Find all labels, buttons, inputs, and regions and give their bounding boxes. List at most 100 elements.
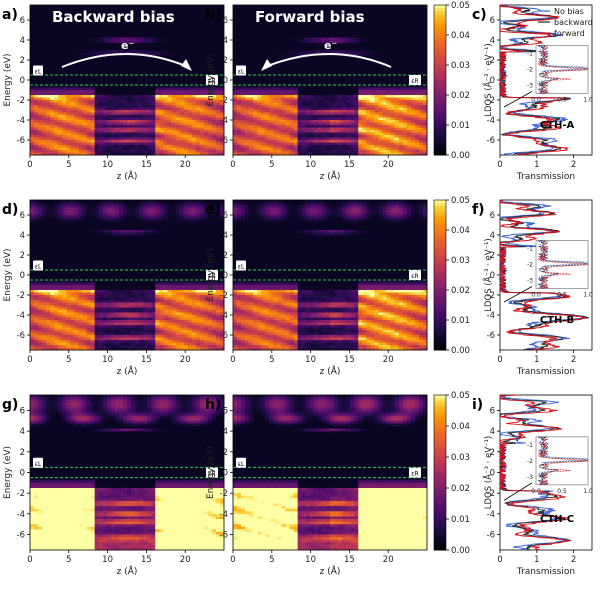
heatmap-cell xyxy=(366,152,371,156)
heatmap-cell xyxy=(102,150,108,153)
heatmap-cell xyxy=(338,102,343,106)
heatmap-cell xyxy=(346,105,351,108)
heatmap-cell xyxy=(102,147,108,151)
heatmap-cell xyxy=(62,85,67,88)
heatmap-cell xyxy=(261,112,266,116)
heatmap-cell xyxy=(199,205,205,208)
heatmap-cell xyxy=(70,347,75,351)
heatmap-cell xyxy=(342,107,347,111)
heatmap-cell xyxy=(155,122,160,126)
heatmap-cell xyxy=(163,315,168,318)
heatmap-cell xyxy=(215,305,221,308)
heatmap-cell xyxy=(114,340,120,343)
heatmap-cell xyxy=(338,92,343,96)
heatmap-cell xyxy=(106,105,112,108)
heatmap-cell xyxy=(346,102,351,106)
heatmap-cell xyxy=(237,210,242,213)
heatmap-cell xyxy=(179,97,184,101)
heatmap-cell xyxy=(70,137,75,141)
heatmap-cell xyxy=(98,105,104,108)
heatmap-cell xyxy=(265,132,270,136)
heatmap-cell xyxy=(253,117,258,121)
heatmap-cell xyxy=(106,205,112,208)
heatmap-cell xyxy=(135,342,140,346)
heatmap-cell xyxy=(82,210,87,213)
heatmap-cell xyxy=(215,297,221,301)
heatmap-cell xyxy=(106,327,112,331)
heatmap-cell xyxy=(30,282,35,286)
heatmap-cell xyxy=(273,87,278,91)
heatmap-cell xyxy=(317,112,323,116)
heatmap-cell xyxy=(257,117,262,121)
heatmap-cell xyxy=(211,340,217,343)
heatmap-cell xyxy=(350,47,355,51)
heatmap-cell xyxy=(50,305,55,308)
heatmap-cell xyxy=(167,292,172,296)
heatmap-cell xyxy=(277,92,282,96)
heatmap-cell xyxy=(175,330,180,333)
heatmap-cell xyxy=(233,145,238,148)
heatmap-cell xyxy=(386,85,392,88)
heatmap-cell xyxy=(110,342,116,346)
heatmap-cell xyxy=(127,142,132,146)
heatmap-cell xyxy=(46,335,51,338)
heatmap-cell xyxy=(159,132,164,136)
heatmap-cell xyxy=(338,117,343,121)
heatmap-cell xyxy=(62,347,67,351)
heatmap-cell xyxy=(422,112,428,116)
heatmap-cell xyxy=(203,122,209,126)
heatmap-cell xyxy=(305,117,311,121)
heatmap-cell xyxy=(34,337,39,341)
heatmap-cell xyxy=(66,290,71,293)
heatmap-cell xyxy=(338,115,343,118)
heatmap-cell xyxy=(249,120,254,123)
heatmap-cell xyxy=(98,200,104,203)
heatmap-cell xyxy=(309,95,315,98)
heatmap-cell xyxy=(38,97,43,101)
heatmap-cell xyxy=(82,110,87,113)
heatmap-cell xyxy=(187,330,193,333)
heatmap-cell xyxy=(350,37,355,41)
heatmap-cell xyxy=(98,322,104,326)
heatmap-cell xyxy=(98,130,104,133)
heatmap-cell xyxy=(114,110,120,113)
heatmap-cell xyxy=(203,335,209,338)
heatmap-cell xyxy=(163,90,168,93)
heatmap-cell xyxy=(82,295,87,298)
heatmap-cell xyxy=(402,87,408,91)
heatmap-cell xyxy=(131,290,136,293)
heatmap-cell xyxy=(143,92,148,96)
heatmap-cell xyxy=(313,130,319,133)
heatmap-cell xyxy=(241,105,246,108)
heatmap-cell xyxy=(237,302,242,306)
heatmap-cell xyxy=(187,337,193,341)
heatmap-cell xyxy=(78,292,83,296)
heatmap-cell xyxy=(38,320,43,323)
heatmap-cell xyxy=(106,207,112,211)
heatmap-cell xyxy=(163,282,168,286)
heatmap-cell xyxy=(330,110,335,113)
heatmap-cell xyxy=(155,145,160,148)
heatmap-cell xyxy=(269,285,274,288)
heatmap-cell xyxy=(265,95,270,98)
heatmap-cell xyxy=(118,202,124,206)
heatmap-cell xyxy=(70,290,75,293)
heatmap-cell xyxy=(98,135,104,138)
heatmap-cell xyxy=(46,285,51,288)
heatmap-cell xyxy=(122,107,128,111)
heatmap-cell xyxy=(245,87,250,91)
heatmap-cell xyxy=(139,152,144,156)
heatmap-cell xyxy=(265,292,270,296)
heatmap-cell xyxy=(301,117,307,121)
heatmap-cell xyxy=(382,147,387,151)
heatmap-cell xyxy=(257,90,262,93)
heatmap-cell xyxy=(277,90,282,93)
heatmap-cell xyxy=(199,117,205,121)
heatmap-cell xyxy=(402,135,408,138)
heatmap-cell xyxy=(366,150,371,153)
heatmap-cell xyxy=(90,117,96,121)
heatmap-cell xyxy=(241,342,246,346)
heatmap-cell xyxy=(370,100,375,103)
heatmap-cell xyxy=(78,152,83,156)
